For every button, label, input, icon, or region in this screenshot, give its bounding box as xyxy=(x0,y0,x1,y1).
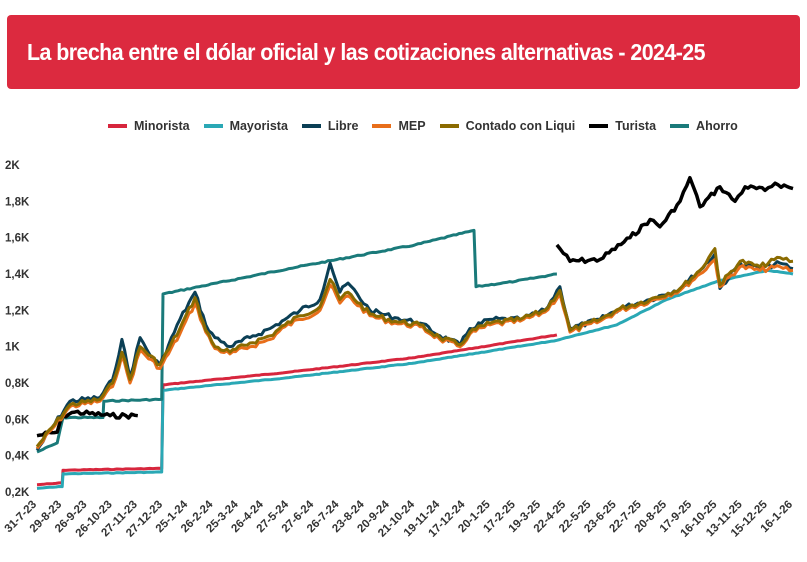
y-tick-label: 1,2K xyxy=(5,305,30,317)
series-line-libre xyxy=(35,252,794,452)
y-tick-label: 0,2K xyxy=(5,487,30,499)
y-tick-label: 1K xyxy=(5,342,20,354)
legend-swatch xyxy=(670,124,690,128)
legend-item[interactable]: Turista xyxy=(589,119,656,133)
y-tick-label: 0,6K xyxy=(5,414,30,426)
chart-title: La brecha entre el dólar oficial y las c… xyxy=(27,38,706,65)
legend-item[interactable]: Ahorro xyxy=(670,119,738,133)
legend-swatch xyxy=(301,124,321,128)
legend-item[interactable]: MEP xyxy=(372,119,426,133)
legend-swatch xyxy=(589,124,609,128)
legend-label: Turista xyxy=(615,119,657,133)
y-tick-label: 2K xyxy=(5,160,20,172)
y-tick-label: 0,4K xyxy=(5,451,30,463)
series-line-ahorro xyxy=(36,228,557,454)
y-tick-label: 1,4K xyxy=(5,269,30,281)
legend-item[interactable]: Mayorista xyxy=(203,119,288,133)
series-line-turista xyxy=(555,175,794,265)
legend-label: Ahorro xyxy=(696,119,738,133)
series-line-minorista xyxy=(36,333,558,487)
y-tick-label: 0,8K xyxy=(5,378,30,390)
legend-label: MEP xyxy=(398,119,426,133)
series-line-mayorista xyxy=(36,268,794,490)
y-tick-label: 1,6K xyxy=(5,233,30,245)
legend-label: Contado con Liqui xyxy=(465,119,576,133)
series-line-contado-con-liqui xyxy=(35,247,794,448)
legend-item[interactable]: Contado con Liqui xyxy=(439,119,576,133)
title-banner: La brecha entre el dólar oficial y las c… xyxy=(7,15,800,89)
legend: Minorista Mayorista Libre MEP Contado con Li… xyxy=(108,119,738,133)
legend-swatch xyxy=(108,124,127,128)
series-line-turista xyxy=(36,409,139,438)
y-tick-label: 1,8K xyxy=(5,196,30,208)
legend-swatch xyxy=(203,124,223,128)
legend-swatch xyxy=(439,124,459,128)
legend-label: Mayorista xyxy=(229,119,288,133)
legend-item[interactable]: Minorista xyxy=(108,119,190,133)
legend-label: Minorista xyxy=(134,119,190,133)
legend-swatch xyxy=(372,124,392,128)
legend-label: Libre xyxy=(327,119,359,133)
legend-item[interactable]: Libre xyxy=(301,119,359,133)
